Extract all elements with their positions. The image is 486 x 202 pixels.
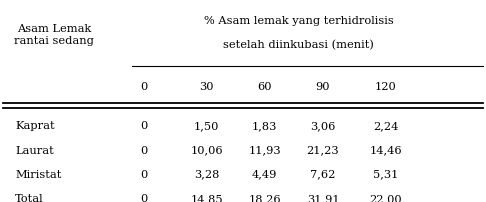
- Text: 14,85: 14,85: [191, 194, 223, 202]
- Text: Total: Total: [15, 194, 44, 202]
- Text: 14,46: 14,46: [370, 146, 402, 156]
- Text: 10,06: 10,06: [191, 146, 223, 156]
- Text: 0: 0: [140, 146, 147, 156]
- Text: 0: 0: [140, 194, 147, 202]
- Text: 31,91: 31,91: [307, 194, 339, 202]
- Text: 5,31: 5,31: [373, 170, 399, 180]
- Text: 0: 0: [140, 170, 147, 180]
- Text: 0: 0: [140, 121, 147, 132]
- Text: 18,26: 18,26: [248, 194, 281, 202]
- Text: 22,00: 22,00: [370, 194, 402, 202]
- Text: 21,23: 21,23: [307, 146, 339, 156]
- Text: 7,62: 7,62: [310, 170, 336, 180]
- Text: 4,49: 4,49: [252, 170, 278, 180]
- Text: 120: 120: [375, 82, 397, 92]
- Text: 90: 90: [316, 82, 330, 92]
- Text: Miristat: Miristat: [15, 170, 62, 180]
- Text: 2,24: 2,24: [373, 121, 399, 132]
- Text: 11,93: 11,93: [248, 146, 281, 156]
- Text: 60: 60: [258, 82, 272, 92]
- Text: Kaprat: Kaprat: [15, 121, 55, 132]
- Text: Asam Lemak
rantai sedang: Asam Lemak rantai sedang: [14, 24, 94, 46]
- Text: % Asam lemak yang terhidrolisis: % Asam lemak yang terhidrolisis: [204, 16, 394, 26]
- Text: 1,83: 1,83: [252, 121, 278, 132]
- Text: setelah diinkubasi (menit): setelah diinkubasi (menit): [223, 40, 374, 51]
- Text: Laurat: Laurat: [15, 146, 54, 156]
- Text: 0: 0: [140, 82, 147, 92]
- Text: 1,50: 1,50: [194, 121, 219, 132]
- Text: 3,06: 3,06: [310, 121, 336, 132]
- Text: 30: 30: [199, 82, 214, 92]
- Text: 3,28: 3,28: [194, 170, 219, 180]
